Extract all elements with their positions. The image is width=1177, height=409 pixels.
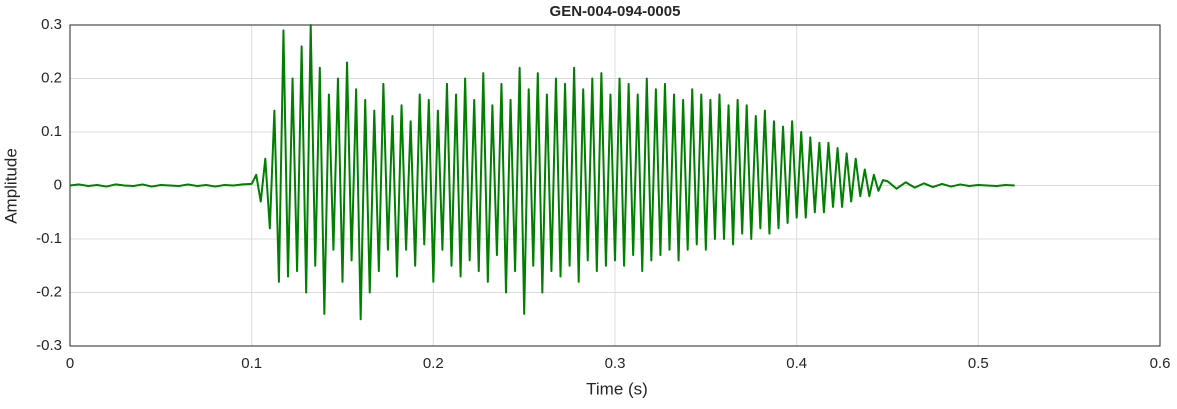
x-tick-label: 0.3 [605, 355, 626, 372]
x-tick-label: 0.4 [786, 355, 807, 372]
signal-line [69, 24, 1015, 321]
x-tick-label: 0.5 [968, 355, 989, 372]
x-axis-label: Time (s) [586, 379, 648, 398]
x-tick-label: 0.2 [423, 355, 444, 372]
y-tick-label: 0.1 [41, 123, 62, 140]
x-tick-label: 0.6 [1150, 355, 1171, 372]
y-axis-label: Amplitude [1, 148, 20, 224]
y-tick-label: -0.3 [36, 337, 62, 354]
x-tick-label: 0 [66, 355, 74, 372]
y-tick-label: 0 [54, 176, 62, 193]
x-tick-label: 0.1 [241, 355, 262, 372]
y-tick-label: -0.2 [36, 283, 62, 300]
y-tick-label: -0.1 [36, 230, 62, 247]
y-tick-label: 0.3 [41, 16, 62, 33]
y-tick-label: 0.2 [41, 69, 62, 86]
chart-title: GEN-004-094-0005 [550, 3, 681, 20]
